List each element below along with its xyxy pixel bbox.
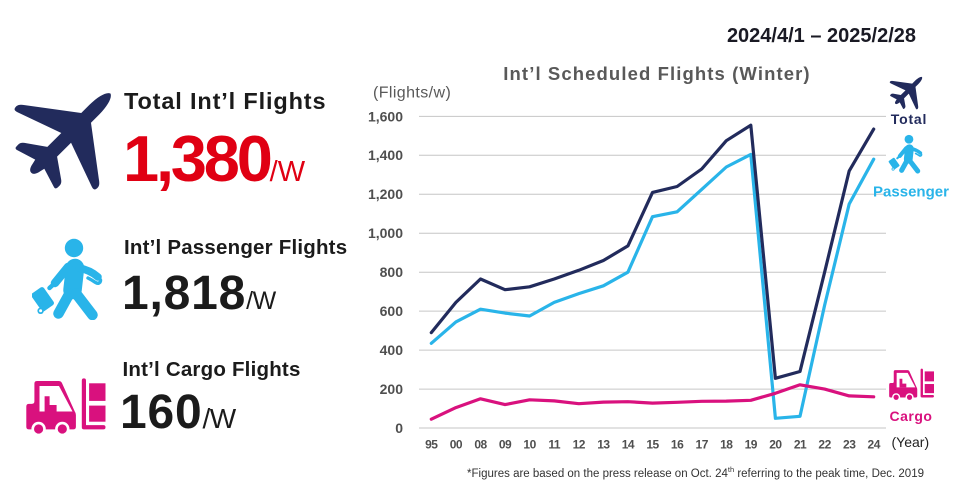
svg-text:800: 800: [380, 264, 404, 280]
svg-text:Cargo: Cargo: [890, 408, 933, 424]
svg-text:12: 12: [573, 438, 586, 452]
svg-text:20: 20: [769, 438, 782, 452]
svg-text:Passenger: Passenger: [873, 184, 949, 201]
svg-text:(Year): (Year): [892, 434, 930, 450]
svg-text:08: 08: [474, 438, 487, 452]
svg-text:200: 200: [380, 381, 404, 397]
svg-text:18: 18: [720, 438, 733, 452]
svg-text:0: 0: [395, 420, 403, 436]
svg-text:15: 15: [646, 438, 659, 452]
svg-text:(Flights/w): (Flights/w): [373, 85, 451, 102]
svg-text:24: 24: [868, 438, 881, 452]
svg-text:19: 19: [745, 438, 758, 452]
svg-text:10: 10: [523, 438, 536, 452]
svg-text:23: 23: [843, 438, 856, 452]
svg-text:16: 16: [671, 438, 684, 452]
svg-text:1,200: 1,200: [368, 186, 403, 202]
svg-text:21: 21: [794, 438, 807, 452]
svg-text:11: 11: [548, 438, 561, 452]
svg-text:09: 09: [499, 438, 512, 452]
svg-text:600: 600: [380, 303, 404, 319]
svg-text:14: 14: [622, 438, 635, 452]
svg-text:13: 13: [597, 438, 610, 452]
svg-text:17: 17: [696, 438, 709, 452]
svg-text:Int’l Scheduled Flights (Winte: Int’l Scheduled Flights (Winter): [503, 63, 810, 84]
svg-text:1,000: 1,000: [368, 225, 403, 241]
svg-text:95: 95: [425, 438, 438, 452]
svg-text:400: 400: [380, 342, 404, 358]
svg-text:Total: Total: [891, 111, 927, 127]
svg-text:1,600: 1,600: [368, 108, 403, 124]
svg-text:22: 22: [818, 438, 831, 452]
svg-text:1,400: 1,400: [368, 147, 403, 163]
svg-text:00: 00: [450, 438, 463, 452]
